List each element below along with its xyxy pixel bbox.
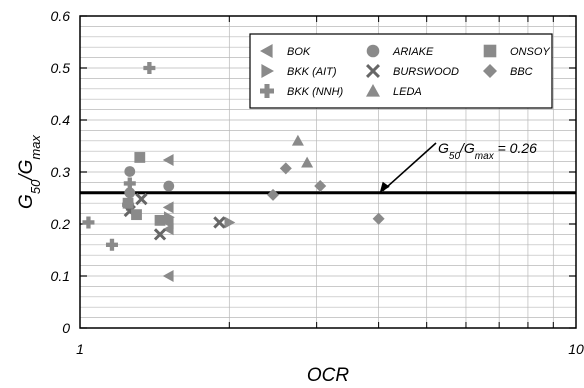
- data-point-bok: [162, 270, 174, 282]
- legend-marker-bok: [260, 44, 273, 58]
- data-point-burswood-stroke: [213, 216, 226, 229]
- y-tick-label: 0.3: [51, 164, 71, 180]
- y-tick-label: 0.6: [51, 8, 71, 24]
- data-point-bbc: [372, 212, 385, 225]
- legend-marker-ariake: [366, 44, 380, 58]
- data-point-leda: [301, 156, 314, 168]
- annotation-arrow-line: [382, 142, 437, 192]
- data-point-ariake: [163, 180, 175, 192]
- data-point-bkk-ait: [163, 211, 175, 224]
- legend-label-bkk-ait: BKK (AIT): [287, 66, 337, 78]
- y-tick-labels: 0 0.1 0.2 0.3 0.4 0.5 0.6: [51, 8, 71, 336]
- x-axis-title: OCR: [307, 365, 350, 386]
- data-point-bok: [162, 201, 174, 214]
- data-point-ariake: [124, 187, 136, 199]
- data-point-bkk-nnh: [82, 216, 95, 229]
- legend: BOK BKK (AIT) BKK (NNH) ARIAKE BURSWOOD LEDA O…: [249, 33, 553, 109]
- legend-label-ariake: ARIAKE: [392, 46, 434, 58]
- y-tick-label: 0: [62, 320, 70, 336]
- legend-label-burswood: BURSWOOD: [393, 66, 459, 78]
- annotation-text: G50/Gmax = 0.26: [438, 140, 537, 162]
- legend-marker-burswood-stroke: [365, 63, 381, 79]
- legend-marker-leda: [366, 84, 380, 97]
- data-point-bok: [162, 223, 174, 236]
- data-point-bkk-nnh: [105, 238, 118, 251]
- legend-label-bkk-nnh: BKK (NNH): [287, 86, 344, 98]
- data-point-bok: [162, 154, 174, 167]
- legend-label-bok: BOK: [287, 46, 311, 58]
- x-tick-label: 10: [568, 341, 584, 357]
- data-point-onsoy: [154, 214, 166, 226]
- legend-box: [249, 33, 553, 109]
- data-point-onsoy: [122, 197, 134, 209]
- plot-frame: [79, 15, 577, 329]
- legend-marker-onsoy: [483, 44, 497, 58]
- data-point-burswood-stroke: [153, 228, 167, 241]
- legend-marker-bbc: [483, 64, 497, 78]
- y-tick-label: 0.5: [51, 60, 71, 76]
- data-point-leda: [291, 134, 304, 146]
- y-tick-label: 0.1: [51, 268, 70, 284]
- legend-label-onsoy: ONSOY: [510, 46, 550, 58]
- legend-label-leda: LEDA: [393, 86, 422, 98]
- legend-marker-burswood: [365, 63, 381, 79]
- annotation: G50/Gmax = 0.26: [379, 140, 537, 193]
- legend-marker-bkk-nnh: [260, 84, 274, 98]
- data-point-bkk-ait: [224, 216, 236, 229]
- y-axis-title: G50/Gmax: [16, 135, 43, 209]
- x-tick-label: 1: [76, 341, 84, 357]
- legend-marker-bkk-ait: [261, 64, 274, 78]
- y-tick-label: 0.2: [51, 216, 71, 232]
- data-point-bbc: [279, 162, 292, 175]
- data-point-bkk-nnh: [123, 177, 136, 190]
- data-point-ariake: [124, 166, 136, 177]
- data-point-burswood: [213, 216, 226, 229]
- axis-titles: OCR G50/Gmax: [16, 135, 349, 386]
- data-point-burswood: [135, 192, 148, 206]
- data-point-bbc: [314, 180, 327, 193]
- data-point-burswood: [153, 228, 167, 241]
- data-point-burswood-stroke: [135, 192, 148, 206]
- annotation-arrowhead: [379, 181, 390, 193]
- data-points: [82, 62, 385, 282]
- data-point-onsoy: [134, 152, 146, 163]
- data-point-bkk-nnh: [143, 62, 156, 74]
- data-point-onsoy: [131, 209, 142, 221]
- y-tick-label: 0.4: [51, 112, 71, 128]
- data-point-bbc: [267, 188, 280, 201]
- legend-label-bbc: BBC: [510, 66, 533, 78]
- x-tick-labels: 1 10: [76, 341, 584, 357]
